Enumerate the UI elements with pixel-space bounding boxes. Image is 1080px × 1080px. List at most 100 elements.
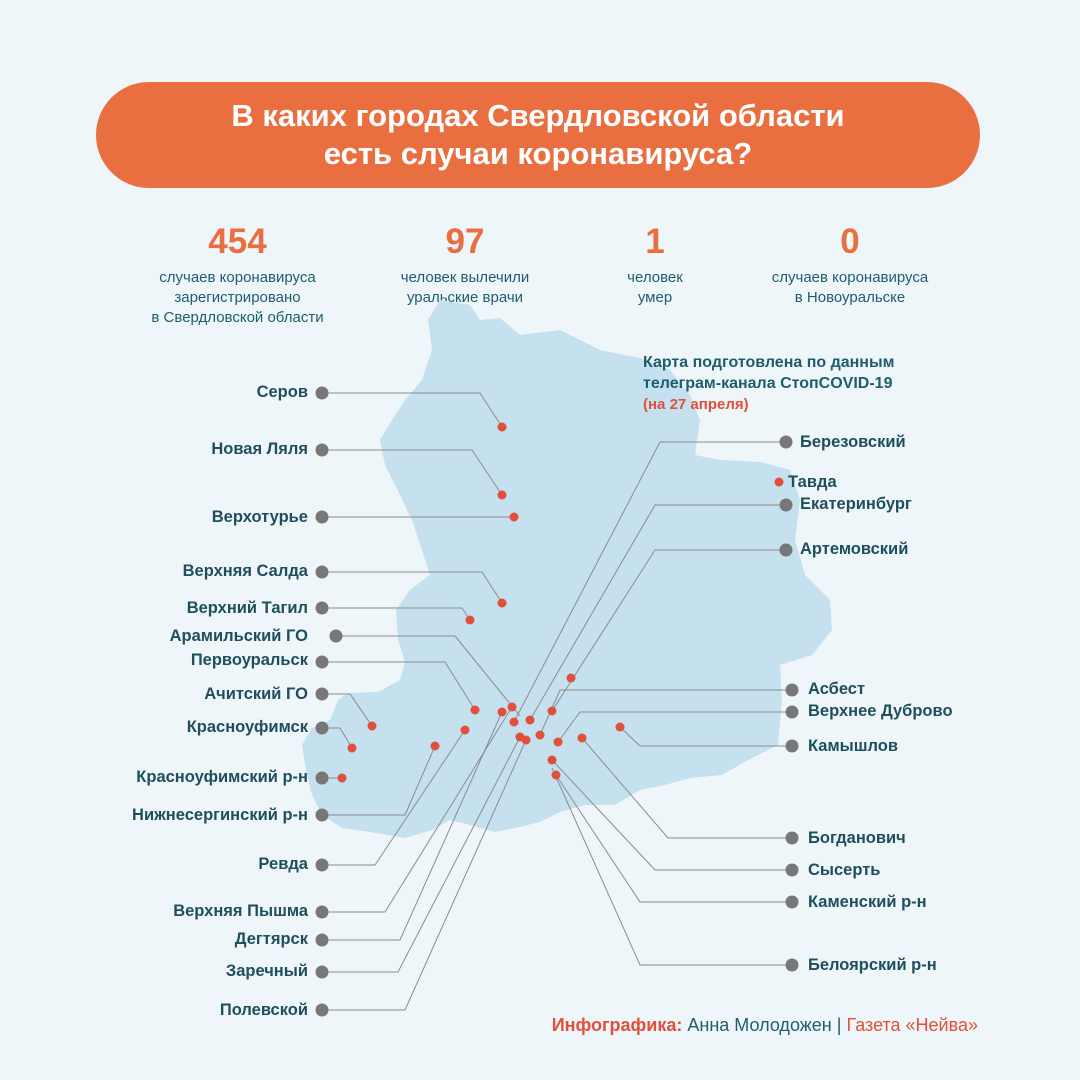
connector-berezovsky xyxy=(513,441,786,723)
stat-line: умер xyxy=(637,289,673,306)
case-dot-verkhnyaya-salda xyxy=(497,598,507,608)
marker xyxy=(315,687,329,701)
city-label-nizhneserginsky: Нижнесергинский р-н xyxy=(132,806,308,824)
case-dot-achitsky xyxy=(367,721,377,731)
stat-novouralsk: 0 случаев коронавируса в Новоуральске xyxy=(750,222,950,308)
city-label-sysert: Сысерть xyxy=(808,861,881,879)
marker xyxy=(785,958,799,972)
title-line-1: В каких городах Свердловской области xyxy=(231,98,845,133)
connector-novaya-lyalya xyxy=(322,449,503,496)
city-label-verkhnyaya-pyshma: Верхняя Пышма xyxy=(173,902,308,920)
source-note-line-1: Карта подготовлена по данным xyxy=(643,354,895,371)
connector-kamensky-rn xyxy=(555,774,792,903)
city-label-kamyshlov: Камышлов xyxy=(808,737,898,755)
connector-verkhnyaya-pyshma xyxy=(322,706,513,913)
city-label-zarechny: Заречный xyxy=(225,962,308,980)
city-label-ekaterinburg: Екатеринбург xyxy=(800,495,912,513)
marker xyxy=(785,683,799,697)
stat-line: человек вылечили xyxy=(400,269,530,286)
city-label-revda: Ревда xyxy=(258,855,308,873)
stat-deaths: 1 человек умер xyxy=(600,222,710,308)
city-label-beloyarsky-rn: Белоярский р-н xyxy=(808,956,937,974)
stat-line: в Новоуральске xyxy=(794,289,906,306)
title-banner: В каких городах Свердловской области ест… xyxy=(96,82,980,188)
city-label-krasnoufimsk: Красноуфимск xyxy=(186,718,308,736)
marker xyxy=(785,831,799,845)
marker xyxy=(315,386,329,400)
city-label-verkhnyaya-salda: Верхняя Салда xyxy=(182,562,308,580)
marker xyxy=(315,721,329,735)
case-dot xyxy=(521,735,531,745)
connector-sysert xyxy=(551,759,792,871)
stat-line: уральские врачи xyxy=(406,289,524,306)
case-dot-pervouralsk xyxy=(470,705,480,715)
connector-beloyarsky-rn xyxy=(551,767,792,966)
stat-number: 1 xyxy=(645,222,665,261)
city-label-krasnoufimsky-rn: Красноуфимский р-н xyxy=(136,768,308,786)
case-dot-krasnoufimsk xyxy=(347,743,357,753)
case-dot-verkhniy-tagil xyxy=(465,615,475,625)
credit-publication: Газета «Нейва» xyxy=(846,1015,978,1035)
stat-recovered: 97 человек вылечили уральские врачи xyxy=(380,222,550,308)
marker xyxy=(315,858,329,872)
case-dot xyxy=(577,733,587,743)
marker xyxy=(315,1003,329,1017)
stat-line: случаев коронавируса xyxy=(771,269,929,286)
marker xyxy=(329,629,343,643)
marker xyxy=(779,543,793,557)
marker xyxy=(779,435,793,449)
connector-nizhneserginsky xyxy=(322,745,436,816)
connector-serov xyxy=(322,392,503,428)
case-dot xyxy=(547,706,557,716)
case-dot xyxy=(507,702,517,712)
case-dot xyxy=(553,737,563,747)
stat-line: случаев коронавируса xyxy=(159,269,316,286)
source-note: Карта подготовлена по данным телеграм-ка… xyxy=(643,352,894,415)
source-note-date: (на 27 апреля) xyxy=(643,396,749,413)
case-dot-revda xyxy=(460,725,470,735)
city-label-artemovsky: Артемовский xyxy=(800,540,909,558)
stat-number: 97 xyxy=(445,222,485,261)
credit-label: Инфографика: xyxy=(551,1015,683,1035)
city-label-achitsky: Ачитский ГО xyxy=(204,685,308,703)
case-dot-verkhoturye xyxy=(509,512,519,522)
city-label-asbest: Асбест xyxy=(808,680,866,698)
stat-line: человек xyxy=(627,269,683,286)
case-dot-kamyshlov xyxy=(615,722,625,732)
label-markers xyxy=(315,386,799,1017)
connector-aramilsky xyxy=(336,635,521,717)
credit-author: Анна Молодожен xyxy=(687,1015,832,1035)
city-label-berezovsky: Березовский xyxy=(800,433,906,451)
source-note-line-2: телеграм-канала СтопCOVID-19 xyxy=(643,375,893,392)
case-dot-tavda xyxy=(774,477,784,487)
case-dot xyxy=(551,770,561,780)
connector-artemovsky xyxy=(551,549,786,712)
marker xyxy=(785,895,799,909)
marker xyxy=(315,510,329,524)
city-label-tavda: Тавда xyxy=(788,473,837,491)
connector-bogdanovich xyxy=(581,737,792,839)
marker xyxy=(315,771,329,785)
marker xyxy=(315,933,329,947)
stat-number: 0 xyxy=(840,222,860,261)
stat-line: зарегистрировано xyxy=(174,289,301,306)
city-label-serov: Серов xyxy=(256,383,308,401)
connector-revda xyxy=(322,729,466,866)
stat-description: человек умер xyxy=(600,268,710,308)
credit-separator: | xyxy=(836,1015,842,1035)
case-dot xyxy=(497,707,507,717)
connector-lines xyxy=(322,392,792,1011)
marker xyxy=(315,565,329,579)
title-line-2: есть случаи коронавируса? xyxy=(323,136,753,171)
case-dots xyxy=(337,422,784,783)
marker xyxy=(315,655,329,669)
connector-achitsky xyxy=(322,693,373,727)
marker xyxy=(315,808,329,822)
marker xyxy=(315,905,329,919)
case-dot xyxy=(547,755,557,765)
case-dot xyxy=(525,715,535,725)
city-label-polevskoy: Полевской xyxy=(219,1001,308,1019)
connector-asbest xyxy=(539,689,792,736)
